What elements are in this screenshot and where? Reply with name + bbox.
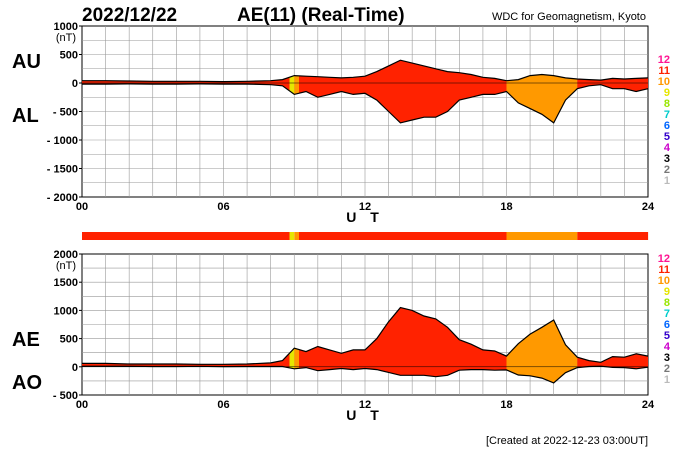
area-segment-11-stations [577, 353, 648, 369]
area-segment-11-stations [299, 307, 507, 377]
legend-entry-4: 4 [664, 142, 671, 154]
x-axis-title: U T [346, 407, 384, 423]
legend-entry-6: 6 [664, 120, 670, 132]
color-bar-segment [299, 232, 507, 240]
legend-entry-4: 4 [664, 341, 671, 353]
y-tick-label: 500 [60, 334, 78, 346]
color-bar-segment [82, 232, 290, 240]
x-tick-label: 12 [359, 201, 371, 213]
series-line-ao [82, 365, 649, 384]
legend-entry-1: 1 [664, 374, 670, 386]
y-tick-label: 0 [72, 78, 78, 90]
series-label-au: AU [12, 51, 41, 73]
legend-entry-8: 8 [664, 297, 670, 309]
y-tick-label: 1000 [54, 305, 78, 317]
area-segment-10-stations [506, 320, 578, 383]
legend-entry-11: 11 [658, 264, 670, 276]
area-segment-11-stations [299, 60, 507, 123]
area-segment-9-stations [289, 348, 295, 369]
x-tick-label: 18 [500, 399, 512, 411]
ae-ao-panel: 2000 1500 1000 500 0 - 500 (nT) 00 06 12 18 24 U T AE… [12, 249, 655, 423]
x-tick-label: 18 [500, 201, 512, 213]
color-bar-segment [294, 232, 299, 240]
y-tick-label: 1500 [54, 277, 78, 289]
color-bar-segment [577, 232, 649, 240]
x-tick-label: 24 [642, 399, 655, 411]
au-al-panel: 1000 500 0 - 500 - 1000 - 1500 - 2000 (nT) 00 06 1… [12, 21, 655, 225]
y-tick-label: 2000 [54, 249, 78, 261]
legend-entry-1: 1 [664, 175, 670, 187]
y-tick-label: - 500 [53, 107, 78, 119]
x-tick-label: 00 [76, 201, 88, 213]
y-unit-label: (nT) [56, 32, 76, 44]
y-unit-label: (nT) [56, 260, 76, 272]
station-count-color-bar [82, 232, 649, 240]
legend-entry-9: 9 [664, 87, 670, 99]
legend-entry-2: 2 [664, 363, 670, 375]
created-timestamp: [Created at 2022-12-23 03:00UT] [486, 435, 648, 447]
x-tick-label: 24 [642, 201, 655, 213]
legend-entry-8: 8 [664, 98, 670, 110]
y-tick-label: - 500 [53, 390, 78, 402]
y-tick-label: - 1000 [47, 135, 78, 147]
legend-entry-9: 9 [664, 286, 670, 298]
x-tick-label: 06 [217, 399, 229, 411]
plot-date: 2022/12/22 [82, 5, 177, 26]
y-tick-label: 0 [72, 362, 78, 374]
x-axis-title: U T [346, 209, 384, 225]
legend-entry-5: 5 [664, 330, 670, 342]
area-segment-10-stations [294, 75, 299, 95]
series-line-ae [82, 306, 649, 365]
y-tick-label: 500 [60, 50, 78, 62]
x-tick-label: 06 [217, 201, 229, 213]
legend-entry-11: 11 [658, 65, 670, 77]
area-segment-10-stations [294, 348, 299, 369]
legend-entry-10: 10 [658, 76, 670, 88]
data-source: WDC for Geomagnetism, Kyoto [492, 11, 646, 23]
series-label-ao: AO [12, 372, 42, 394]
legend-entry-3: 3 [664, 153, 670, 165]
legend-entry-12: 12 [658, 54, 670, 66]
legend-entry-6: 6 [664, 319, 670, 331]
area-segment-11-stations [577, 77, 648, 92]
area-segment-9-stations [289, 75, 295, 95]
x-tick-label: 00 [76, 399, 88, 411]
legend-entry-7: 7 [664, 308, 670, 320]
legend-entry-12: 12 [658, 253, 670, 265]
series-label-al: AL [12, 105, 39, 127]
series-label-ae: AE [12, 329, 40, 351]
legend-entry-7: 7 [664, 109, 670, 121]
color-bar-segment [506, 232, 578, 240]
series-line-au [82, 59, 649, 83]
y-tick-label: - 2000 [47, 192, 78, 204]
legend-entry-10: 10 [658, 275, 670, 287]
y-tick-label: 1000 [54, 21, 78, 33]
series-line-al [82, 83, 649, 124]
color-bar-segment [289, 232, 295, 240]
legend-entry-2: 2 [664, 164, 670, 176]
legend-entry-5: 5 [664, 131, 670, 143]
plot-title: AE(11) (Real-Time) [237, 5, 405, 26]
x-tick-label: 12 [359, 399, 371, 411]
y-tick-label: - 1500 [47, 164, 78, 176]
legend-entry-3: 3 [664, 352, 670, 364]
